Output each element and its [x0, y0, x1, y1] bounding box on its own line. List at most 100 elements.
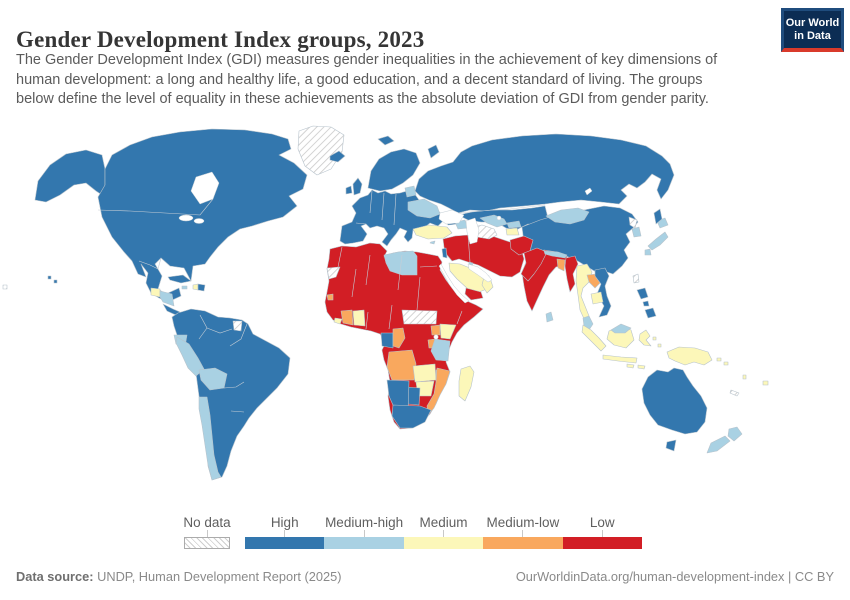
region-solomon-2[interactable]	[723, 361, 729, 366]
region-myanmar[interactable]	[564, 255, 579, 293]
region-french-polynesia[interactable]	[2, 284, 8, 290]
region-united-kingdom[interactable]	[352, 177, 363, 196]
region-maluku-2[interactable]	[657, 343, 662, 348]
region-cambodia[interactable]	[590, 291, 604, 305]
region-yemen[interactable]	[464, 287, 484, 301]
region-madagascar[interactable]	[458, 365, 475, 402]
region-lesser-sunda-1[interactable]	[626, 363, 635, 369]
region-tasmania[interactable]	[665, 439, 677, 452]
region-south-africa[interactable]	[391, 404, 432, 429]
region-congo[interactable]	[392, 327, 406, 349]
region-vanuatu[interactable]	[742, 374, 747, 380]
region-hawaii-1[interactable]	[47, 275, 52, 280]
region-kenya[interactable]	[439, 323, 457, 340]
region-sierra-leone[interactable]	[326, 293, 334, 301]
region-libya[interactable]	[383, 250, 418, 276]
region-russia[interactable]	[414, 133, 675, 214]
region-angola[interactable]	[386, 349, 417, 381]
owid-link[interactable]: OurWorldinData.org/human-development-ind…	[515, 569, 834, 584]
region-vietnam[interactable]	[594, 267, 612, 318]
legend-label-medium-low[interactable]: Medium-low	[486, 515, 560, 530]
region-turkey[interactable]	[412, 224, 453, 240]
legend-label-medium-high[interactable]: Medium-high	[325, 515, 404, 530]
region-sri-lanka[interactable]	[545, 311, 554, 323]
owid-logo[interactable]: Our World in Data	[781, 8, 844, 52]
region-suriname[interactable]	[232, 320, 243, 332]
region-java[interactable]	[602, 354, 638, 364]
legend-tick	[601, 530, 603, 537]
region-pakistan[interactable]	[520, 247, 548, 282]
region-honduras-nicaragua[interactable]	[159, 290, 175, 307]
region-cyprus[interactable]	[429, 240, 436, 245]
region-tanzania[interactable]	[430, 338, 451, 362]
region-mongolia[interactable]	[545, 207, 590, 225]
region-uganda[interactable]	[430, 324, 441, 336]
region-israel[interactable]	[441, 247, 448, 259]
region-sulawesi[interactable]	[638, 329, 652, 347]
region-ireland[interactable]	[345, 185, 353, 195]
region-baltics[interactable]	[404, 185, 417, 198]
legend-swatch-low[interactable]	[562, 537, 642, 549]
legend-swatch-medium-high[interactable]	[324, 537, 404, 549]
region-thailand[interactable]	[575, 263, 593, 322]
region-western-sahara[interactable]	[326, 266, 341, 280]
aral-sea	[496, 215, 502, 221]
region-maluku-1[interactable]	[652, 336, 657, 341]
region-alaska[interactable]	[34, 149, 106, 203]
region-nz-north[interactable]	[727, 426, 743, 442]
region-australia[interactable]	[641, 367, 708, 435]
legend-no-data-swatch[interactable]	[184, 537, 230, 549]
region-japan-honshu[interactable]	[647, 231, 669, 251]
legend-label-low[interactable]: Low	[589, 515, 615, 530]
region-haiti[interactable]	[192, 283, 199, 291]
region-guatemala[interactable]	[150, 287, 161, 298]
region-hawaii-2[interactable]	[53, 279, 58, 284]
region-philippines-luzon[interactable]	[636, 287, 649, 300]
region-south-america[interactable]	[171, 308, 291, 481]
caspian-sea	[465, 217, 480, 245]
region-south-sudan[interactable]	[401, 309, 438, 325]
region-zambia[interactable]	[412, 363, 437, 383]
region-malaysia-borneo[interactable]	[610, 323, 632, 334]
region-new-guinea[interactable]	[666, 346, 713, 366]
region-jamaica[interactable]	[181, 285, 188, 290]
region-south-korea[interactable]	[631, 226, 642, 238]
region-mozambique[interactable]	[426, 367, 451, 416]
region-canada-usa-mexico[interactable]	[97, 128, 308, 303]
region-novaya-zemlya[interactable]	[427, 144, 440, 159]
region-svalbard[interactable]	[377, 135, 395, 146]
region-greenland[interactable]	[297, 125, 345, 176]
region-japan-kyushu[interactable]	[644, 248, 652, 256]
region-nz-south[interactable]	[706, 435, 731, 454]
region-philippines-visayas[interactable]	[642, 300, 650, 307]
region-scandinavia[interactable]	[367, 148, 421, 192]
region-kyrgyzstan[interactable]	[506, 220, 522, 229]
region-bangladesh[interactable]	[556, 258, 566, 272]
region-solomon-1[interactable]	[716, 357, 722, 362]
region-tajikistan[interactable]	[505, 227, 520, 236]
region-nepal-bhutan[interactable]	[543, 250, 568, 259]
region-lesser-sunda-2[interactable]	[637, 364, 646, 370]
region-cote-divoire[interactable]	[340, 309, 354, 326]
legend-swatch-medium-low[interactable]	[483, 537, 563, 549]
legend-label-medium[interactable]: Medium	[419, 515, 468, 530]
region-iceland[interactable]	[329, 150, 346, 163]
region-new-caledonia[interactable]	[729, 389, 740, 397]
region-liberia[interactable]	[333, 317, 343, 325]
region-sakhalin[interactable]	[653, 208, 663, 225]
region-sumatra[interactable]	[581, 324, 607, 352]
region-peru[interactable]	[175, 336, 205, 377]
region-fiji[interactable]	[762, 380, 769, 386]
region-ghana[interactable]	[352, 309, 366, 327]
legend-swatch-medium[interactable]	[403, 537, 484, 549]
legend-swatch-high[interactable]	[245, 537, 325, 549]
region-chile[interactable]	[198, 396, 222, 481]
legend-no-data-label[interactable]: No data	[183, 515, 231, 530]
region-philippines-mindanao[interactable]	[644, 307, 657, 319]
region-dominican-republic[interactable]	[197, 283, 206, 292]
region-taiwan[interactable]	[632, 273, 640, 284]
region-gabon[interactable]	[380, 332, 394, 349]
legend-label-high[interactable]: High	[270, 515, 299, 530]
region-ukraine[interactable]	[407, 198, 441, 219]
region-cuba[interactable]	[167, 274, 192, 284]
